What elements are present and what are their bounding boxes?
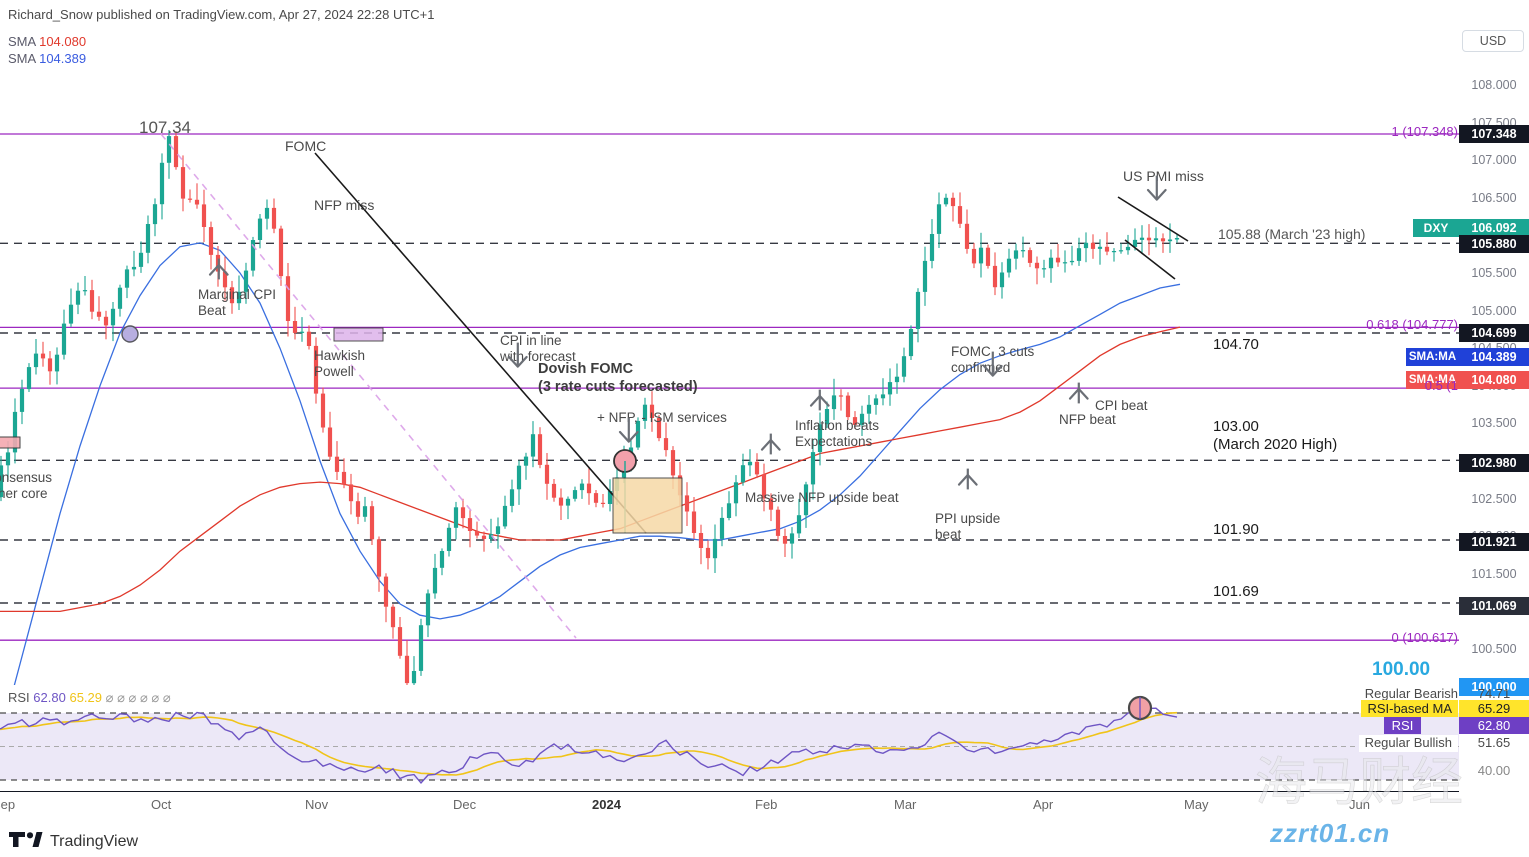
svg-text:海马财经: 海马财经 (1255, 754, 1463, 812)
svg-text:TradingView: TradingView (50, 833, 138, 850)
